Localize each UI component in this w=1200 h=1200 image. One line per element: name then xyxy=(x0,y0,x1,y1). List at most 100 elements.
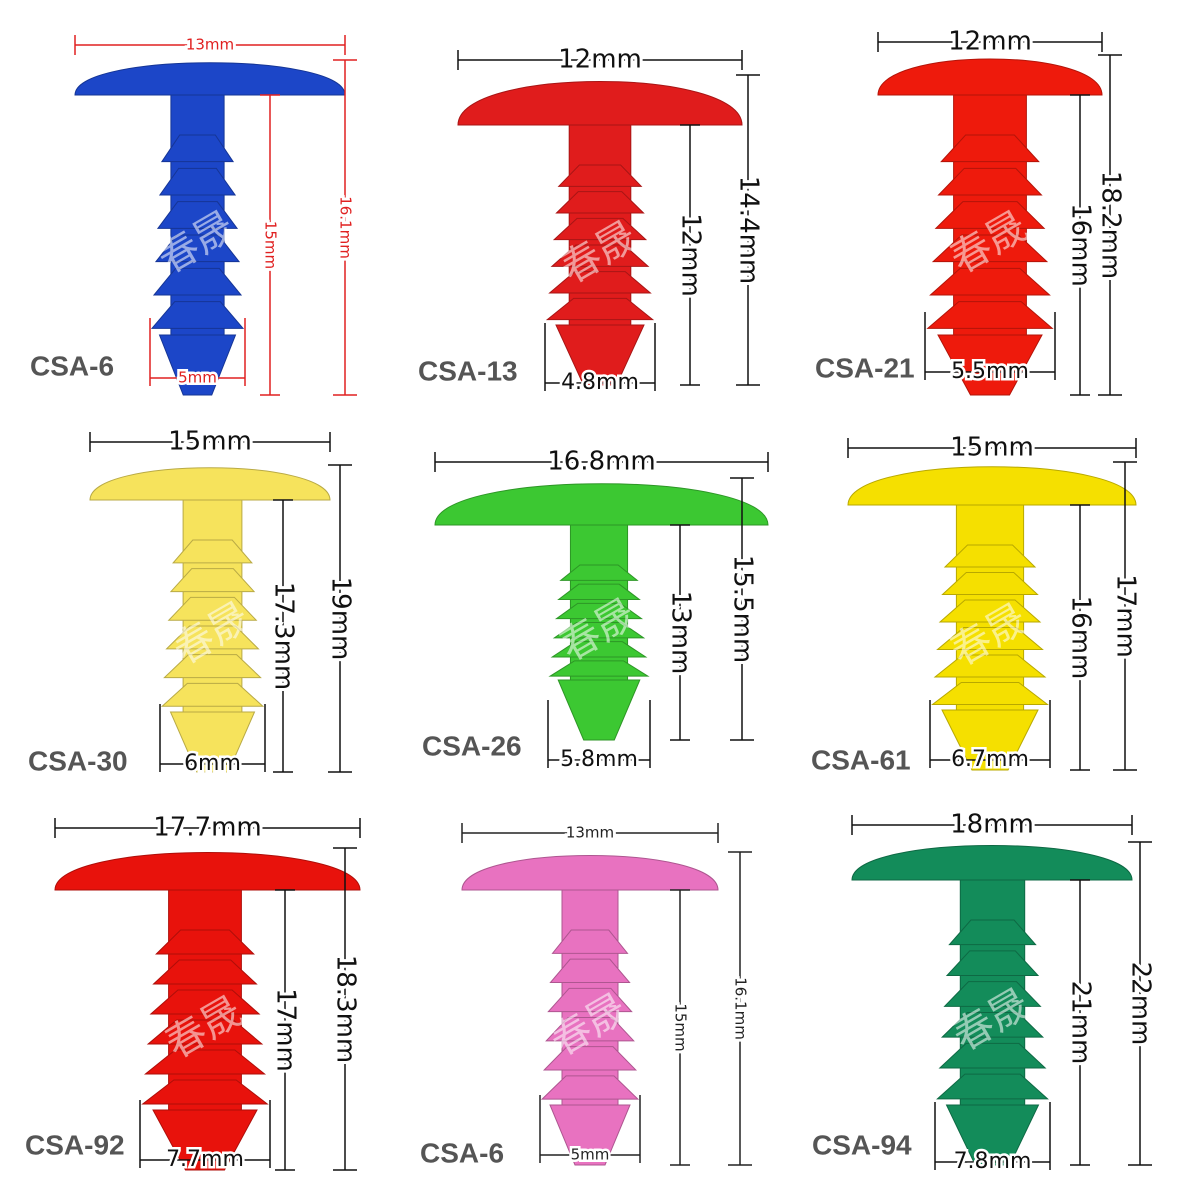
fin xyxy=(143,1049,267,1075)
model-label: CSA-21 xyxy=(815,352,915,383)
head-width-label: 15mm xyxy=(950,433,1034,463)
shank-height-label: 15mm xyxy=(672,1003,690,1051)
shank-width-label: 4.8mm xyxy=(561,370,639,395)
shank-height-label: 15mm xyxy=(262,221,280,269)
fin xyxy=(926,301,1054,329)
fin xyxy=(938,599,1042,623)
fin xyxy=(540,1075,640,1100)
fin xyxy=(150,301,245,329)
tip xyxy=(152,1109,258,1171)
shank-width-label: 5mm xyxy=(178,369,217,387)
total-height-label: 15.5mm xyxy=(728,555,758,664)
fin xyxy=(552,217,648,241)
shank-height-label: 13mm xyxy=(666,591,696,675)
fin xyxy=(559,564,639,581)
model-label: CSA-26 xyxy=(422,730,522,761)
fin xyxy=(545,1017,635,1042)
head xyxy=(877,58,1103,96)
fin xyxy=(146,1019,264,1045)
shank-width-label: 6.7mm xyxy=(951,747,1029,772)
fin xyxy=(548,271,652,294)
fin xyxy=(160,134,235,163)
fin xyxy=(929,267,1051,296)
fin xyxy=(550,641,648,658)
fin xyxy=(542,1046,638,1071)
fin xyxy=(548,660,650,677)
fin xyxy=(172,539,253,564)
fin xyxy=(165,625,260,650)
model-label: CSA-61 xyxy=(811,744,911,775)
total-height-label: 16.1mm xyxy=(337,196,355,259)
model-label: CSA-92 xyxy=(25,1129,125,1160)
fin xyxy=(940,134,1040,163)
head-width-label: 13mm xyxy=(186,36,234,54)
fin xyxy=(554,602,644,620)
shank-width-label: 7.8mm xyxy=(954,1149,1032,1174)
fin xyxy=(160,682,265,707)
head xyxy=(434,483,769,526)
head-width-label: 18mm xyxy=(950,810,1034,840)
shank-width-label: 6mm xyxy=(184,751,241,776)
head-width-label: 12mm xyxy=(558,45,642,75)
fin xyxy=(545,297,655,321)
fin xyxy=(156,201,239,229)
fin xyxy=(931,682,1049,705)
tip xyxy=(158,334,237,396)
fin xyxy=(943,544,1037,568)
fin xyxy=(936,627,1044,650)
fin xyxy=(555,191,645,214)
shank-height-label: 16mm xyxy=(1066,203,1096,287)
shank-height-label: 17mm xyxy=(271,988,301,1072)
head xyxy=(461,855,719,891)
fin xyxy=(549,958,631,983)
fin xyxy=(149,989,261,1015)
shank-height-label: 16mm xyxy=(1066,596,1096,680)
fin xyxy=(163,654,262,679)
fin xyxy=(152,959,258,985)
tip xyxy=(549,1104,631,1166)
total-height-label: 18.2mm xyxy=(1096,171,1126,280)
model-label: CSA-30 xyxy=(28,745,128,776)
fin xyxy=(931,234,1049,263)
total-height-label: 17mm xyxy=(1111,574,1141,658)
shank-height-label: 17.3mm xyxy=(269,582,299,691)
fin xyxy=(941,572,1039,595)
tip xyxy=(169,711,256,773)
fin xyxy=(948,919,1037,946)
total-height-label: 18.3mm xyxy=(331,955,361,1064)
head-width-label: 12mm xyxy=(948,27,1032,57)
tip xyxy=(557,679,641,741)
shank-width-label: 5.8mm xyxy=(560,747,638,772)
head xyxy=(847,466,1137,506)
model-label: CSA-6 xyxy=(420,1137,504,1168)
shank-width-label: 7.7mm xyxy=(166,1147,244,1172)
model-label: CSA-94 xyxy=(812,1129,912,1160)
tip xyxy=(941,709,1039,771)
shank-width-label: 5.5mm xyxy=(951,359,1029,384)
head-width-label: 16.8mm xyxy=(547,447,656,477)
fin xyxy=(934,201,1046,229)
model-label: CSA-13 xyxy=(418,355,518,386)
model-label: CSA-6 xyxy=(30,350,114,381)
fin xyxy=(141,1079,269,1105)
fin xyxy=(933,654,1047,678)
tip xyxy=(945,1104,1040,1166)
total-height-label: 14.4mm xyxy=(734,176,764,285)
fin xyxy=(551,929,629,954)
fin xyxy=(167,596,258,621)
fin xyxy=(557,164,643,187)
fin xyxy=(937,167,1043,196)
fin xyxy=(547,987,633,1013)
head-width-label: 15mm xyxy=(168,427,252,457)
tip xyxy=(937,334,1043,396)
shank-height-label: 21mm xyxy=(1066,981,1096,1065)
